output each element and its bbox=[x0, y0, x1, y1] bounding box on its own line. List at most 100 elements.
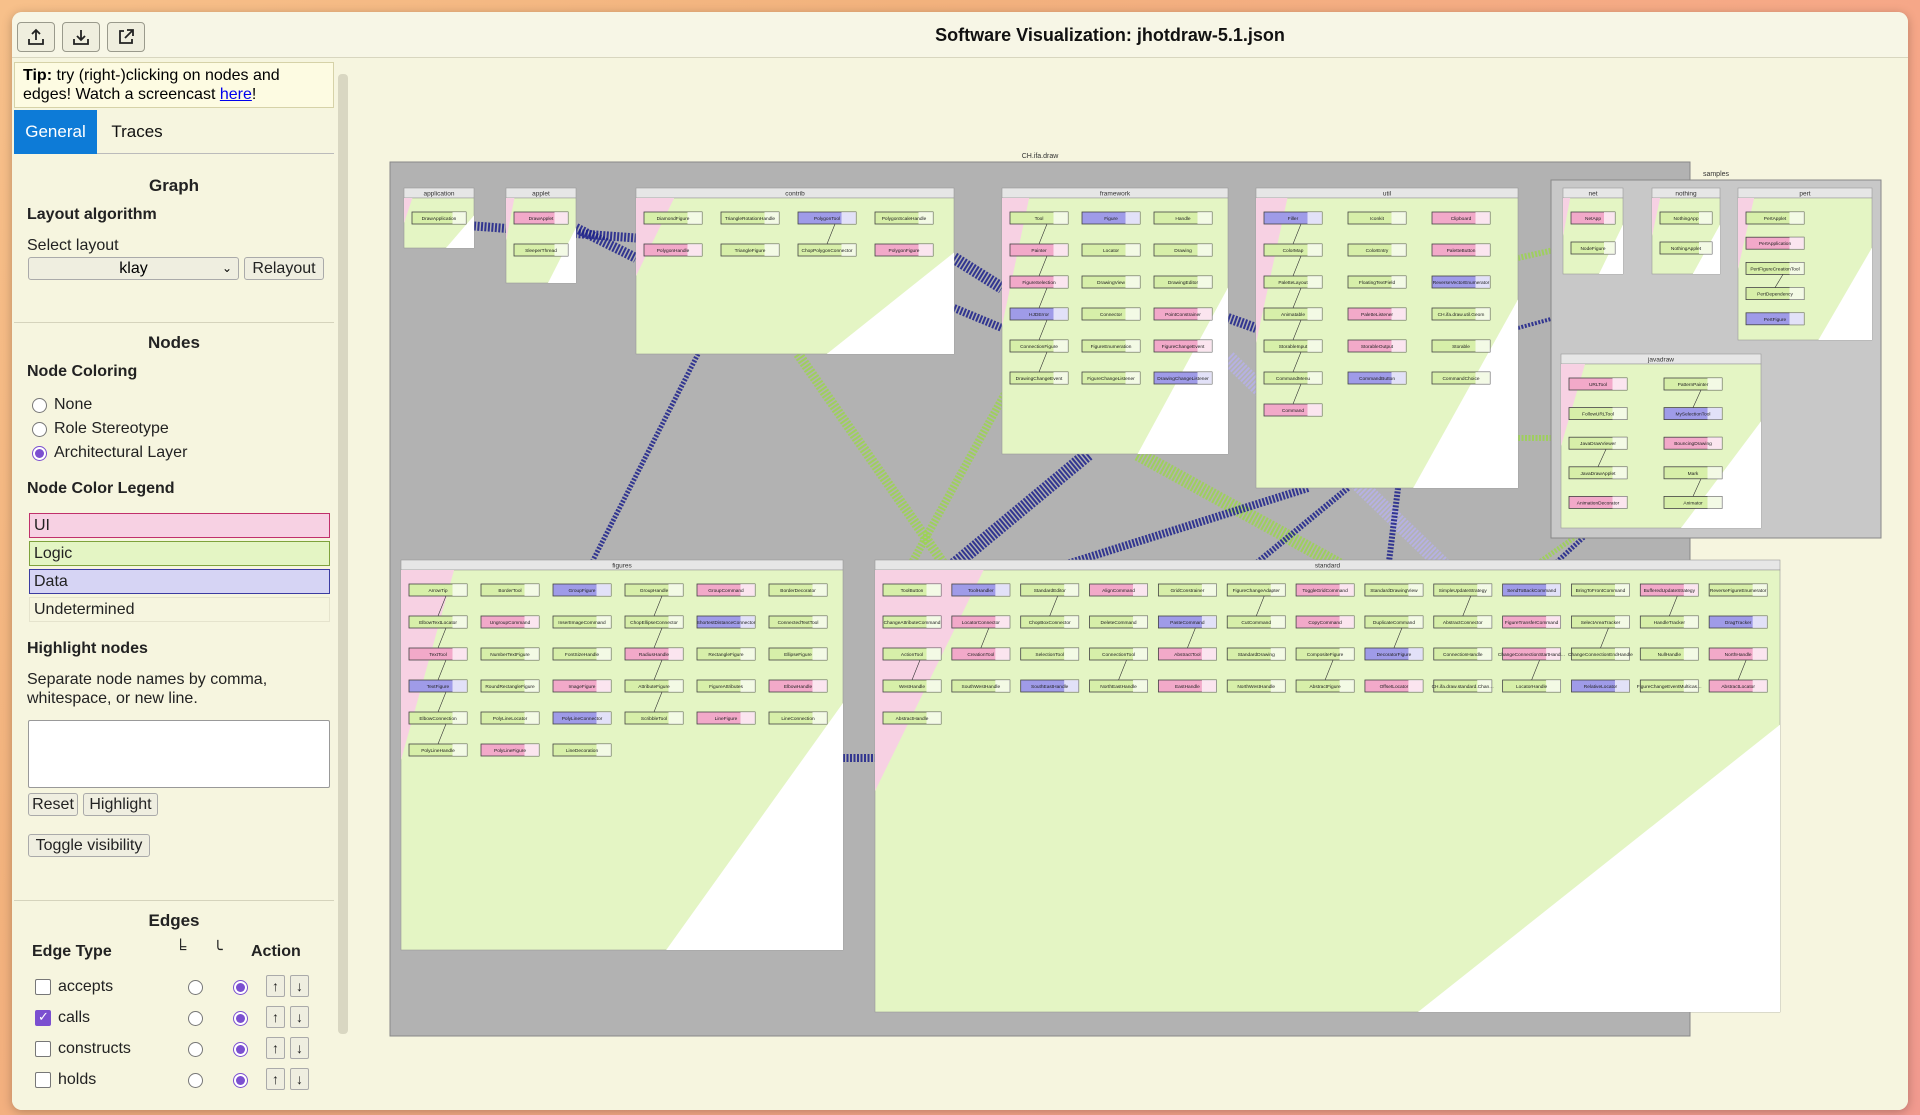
class-node[interactable]: BorderTool bbox=[480, 583, 540, 597]
class-node[interactable]: TextTool bbox=[408, 647, 468, 661]
class-node[interactable]: TriangleRotationHandle bbox=[720, 211, 780, 225]
class-node[interactable]: FontSizeHandle bbox=[552, 647, 612, 661]
class-node[interactable]: Command bbox=[1263, 403, 1323, 417]
package-framework[interactable]: framework Tool Figure Handle Painter Locator D… bbox=[1001, 187, 1229, 455]
class-node[interactable]: AlignCommand bbox=[1089, 583, 1148, 597]
class-node[interactable]: CH.ifa.draw.util.Geom bbox=[1431, 307, 1491, 321]
coloring-option-none[interactable]: None bbox=[32, 396, 92, 414]
class-node[interactable]: NothingApplet bbox=[1659, 241, 1713, 255]
class-node[interactable]: NothingApp bbox=[1659, 211, 1713, 225]
class-node[interactable]: SendToBackCommand bbox=[1502, 583, 1562, 597]
class-node[interactable]: CH.ifa.draw.standard.Chan… bbox=[1432, 679, 1495, 693]
class-node[interactable]: JavaDrawApplet bbox=[1568, 466, 1628, 480]
package-util[interactable]: util Filler Iconkit Clipboard ColorMap ColorE… bbox=[1255, 187, 1519, 489]
class-node[interactable]: DeleteCommand bbox=[1089, 615, 1148, 629]
class-node[interactable]: CopyCommand bbox=[1295, 615, 1355, 629]
class-node[interactable]: ToggleGridCommand bbox=[1295, 583, 1355, 597]
class-edge[interactable] bbox=[1292, 255, 1302, 277]
class-edge[interactable] bbox=[437, 691, 447, 713]
graph-edge-5[interactable] bbox=[943, 448, 1093, 576]
class-node[interactable]: FigureChangeEventMulticas… bbox=[1637, 679, 1702, 693]
graph-diagram[interactable]: CH.ifa.draw samples application DrawApplica… bbox=[348, 58, 1908, 1110]
class-node[interactable]: ChangeConnectionStartHand… bbox=[1498, 647, 1566, 661]
class-edge[interactable] bbox=[1038, 255, 1048, 277]
layout-select[interactable]: klay ⌄ bbox=[28, 257, 239, 280]
class-node[interactable]: LineFigure bbox=[696, 711, 756, 725]
edge-radio-2[interactable] bbox=[233, 980, 248, 995]
class-node[interactable]: PertApplet bbox=[1745, 211, 1805, 225]
class-node[interactable]: ChangeConnectionEndHandle bbox=[1568, 647, 1633, 661]
class-node[interactable]: FigureEnumeration bbox=[1081, 339, 1141, 353]
class-node[interactable]: AbstractFigure bbox=[1295, 679, 1355, 693]
package-javadraw[interactable]: javadraw URLTool PatternPainter FollowURLTo… bbox=[1560, 353, 1762, 529]
class-node[interactable]: ChopEllipseConnector bbox=[624, 615, 684, 629]
class-node[interactable]: NetApp bbox=[1570, 211, 1616, 225]
edge-row-accepts[interactable]: accepts ↑ ↓ bbox=[27, 975, 327, 1001]
class-node[interactable]: Painter bbox=[1009, 243, 1069, 257]
edge-row-holds[interactable]: holds ↑ ↓ bbox=[27, 1068, 327, 1094]
highlight-button[interactable]: Highlight bbox=[83, 793, 158, 816]
class-node[interactable]: FigureSelection bbox=[1009, 275, 1069, 289]
class-node[interactable]: StandardDrawing bbox=[1226, 647, 1286, 661]
class-node[interactable]: BouncingDrawing bbox=[1663, 436, 1723, 450]
package-standard[interactable]: standard ToolButton ToolHandler StandardEdi… bbox=[874, 559, 1781, 1013]
class-node[interactable]: ShortestDistanceConnector bbox=[696, 615, 756, 629]
class-node[interactable]: GridConstrainer bbox=[1157, 583, 1217, 597]
graph-edge-6[interactable] bbox=[1134, 447, 1352, 577]
edge-radio-1[interactable] bbox=[188, 1011, 203, 1026]
class-node[interactable]: ArrowTip bbox=[408, 583, 468, 597]
class-node[interactable]: PaletteButton bbox=[1431, 243, 1491, 257]
class-edge[interactable] bbox=[1774, 274, 1784, 288]
class-node[interactable]: DrawingEditor bbox=[1153, 275, 1213, 289]
class-edge[interactable] bbox=[1531, 659, 1540, 681]
class-edge[interactable] bbox=[911, 659, 921, 681]
class-node[interactable]: AbstractLocator bbox=[1708, 679, 1768, 693]
relayout-button[interactable]: Relayout bbox=[244, 257, 324, 280]
graph-edge-3[interactable] bbox=[952, 304, 1004, 332]
class-node[interactable]: NumberTextFigure bbox=[480, 647, 540, 661]
class-node[interactable]: PaletteListener bbox=[1347, 307, 1407, 321]
class-node[interactable]: LocatorHandle bbox=[1502, 679, 1562, 693]
edge-radio-1[interactable] bbox=[188, 1042, 203, 1057]
class-edge[interactable] bbox=[980, 627, 990, 649]
class-node[interactable]: Locator bbox=[1081, 243, 1141, 257]
class-edge[interactable] bbox=[1292, 351, 1302, 373]
class-node[interactable]: LineDecoration bbox=[552, 743, 612, 757]
download-button[interactable] bbox=[62, 22, 100, 52]
class-node[interactable]: SleeperThread bbox=[513, 243, 569, 257]
class-node[interactable]: GroupCommand bbox=[696, 583, 756, 597]
class-edge[interactable] bbox=[1292, 287, 1302, 309]
class-node[interactable]: BorderDecorator bbox=[768, 583, 828, 597]
class-node[interactable]: CompositeFigure bbox=[1295, 647, 1355, 661]
class-edge[interactable] bbox=[437, 659, 447, 681]
class-edge[interactable] bbox=[437, 627, 447, 649]
class-edge[interactable] bbox=[653, 627, 663, 649]
class-node[interactable]: Animator bbox=[1663, 495, 1723, 509]
radio-button[interactable] bbox=[32, 397, 47, 413]
screencast-link[interactable]: here bbox=[219, 86, 252, 103]
class-edge[interactable] bbox=[1292, 223, 1302, 245]
coloring-option-role-stereotype[interactable]: Role Stereotype bbox=[32, 420, 169, 438]
move-up-icon[interactable]: ↑ bbox=[266, 975, 285, 997]
class-node[interactable]: StorableOutput bbox=[1347, 339, 1407, 353]
class-edge[interactable] bbox=[653, 691, 663, 713]
class-edge[interactable] bbox=[1597, 449, 1607, 467]
class-node[interactable]: PaletteLayout bbox=[1263, 275, 1323, 289]
class-edge[interactable] bbox=[1038, 223, 1048, 245]
class-node[interactable]: PertApplication bbox=[1745, 236, 1805, 250]
graph-edge-11[interactable] bbox=[793, 351, 953, 573]
class-node[interactable]: JavaDrawViewer bbox=[1568, 436, 1628, 450]
graph-edge-17[interactable] bbox=[904, 386, 1012, 572]
edge-radio-1[interactable] bbox=[188, 1073, 203, 1088]
class-node[interactable]: ChopBoxConnector bbox=[1020, 615, 1080, 629]
move-up-icon[interactable]: ↑ bbox=[266, 1068, 285, 1090]
class-node[interactable]: PolyLineConnector bbox=[552, 711, 612, 725]
class-node[interactable]: ElbowTextLocator bbox=[408, 615, 468, 629]
upload-button[interactable] bbox=[17, 22, 55, 52]
class-edge[interactable] bbox=[653, 595, 663, 617]
class-node[interactable]: StandardDrawingView bbox=[1364, 583, 1424, 597]
package-applet[interactable]: applet DrawApplet SleeperThread bbox=[505, 187, 577, 284]
class-node[interactable]: Iconkit bbox=[1347, 211, 1407, 225]
package-contrib[interactable]: contrib DiamondFigure TriangleRotationHand… bbox=[635, 187, 955, 355]
class-edge[interactable] bbox=[1038, 351, 1048, 373]
